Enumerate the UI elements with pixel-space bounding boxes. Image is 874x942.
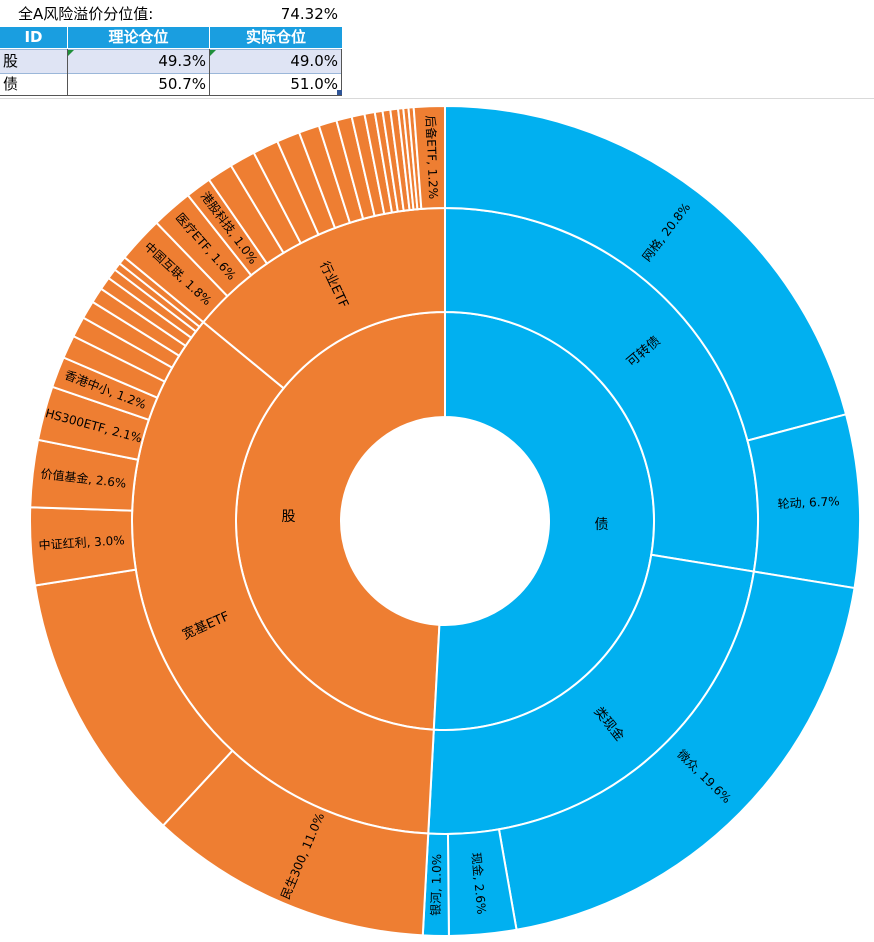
column-header-actual: 实际仓位 [210, 27, 342, 48]
column-divider [341, 49, 342, 95]
risk-premium-label: 全A风险溢价分位值: [18, 5, 154, 23]
segment-label: 中证红利, 3.0% [38, 532, 125, 552]
actual-position-cell[interactable]: 51.0% [290, 75, 338, 93]
segment-label: 后备ETF, 1.2% [423, 115, 440, 199]
root-label: 股 [282, 509, 296, 525]
column-divider [67, 49, 68, 95]
column-header-id: ID [0, 27, 67, 48]
actual-position-cell[interactable]: 49.0% [290, 52, 338, 70]
column-divider [209, 49, 210, 95]
sheet-divider [0, 98, 874, 99]
table-row [0, 49, 342, 74]
sunburst-chart[interactable]: 网格, 20.8%轮动, 6.7%微众, 19.6%现金, 2.6%银河, 1.… [0, 100, 874, 942]
cell-note-marker [210, 50, 216, 56]
risk-premium-value[interactable]: 74.32% [280, 5, 338, 23]
root-label: 债 [594, 517, 608, 533]
segment-label: 轮动, 6.7% [777, 494, 840, 511]
table-bottom-border [0, 95, 342, 96]
outer-segment[interactable] [412, 104, 446, 210]
row-id-cell[interactable]: 债 [3, 75, 19, 93]
theoretical-position-cell[interactable]: 49.3% [158, 52, 206, 70]
row-id-cell[interactable]: 股 [3, 52, 19, 70]
selection-handle-icon[interactable] [337, 90, 342, 95]
outer-segment[interactable] [444, 104, 848, 442]
middle-ring [131, 206, 759, 835]
inner-ring [235, 310, 655, 731]
segment-label: 现金, 2.6% [469, 852, 490, 915]
outer-ring [29, 104, 861, 937]
cell-note-marker [68, 50, 74, 56]
column-header-theoretical: 理论仓位 [68, 27, 209, 48]
segment-label: 银河, 1.0% [429, 854, 444, 916]
theoretical-position-cell[interactable]: 50.7% [158, 75, 206, 93]
